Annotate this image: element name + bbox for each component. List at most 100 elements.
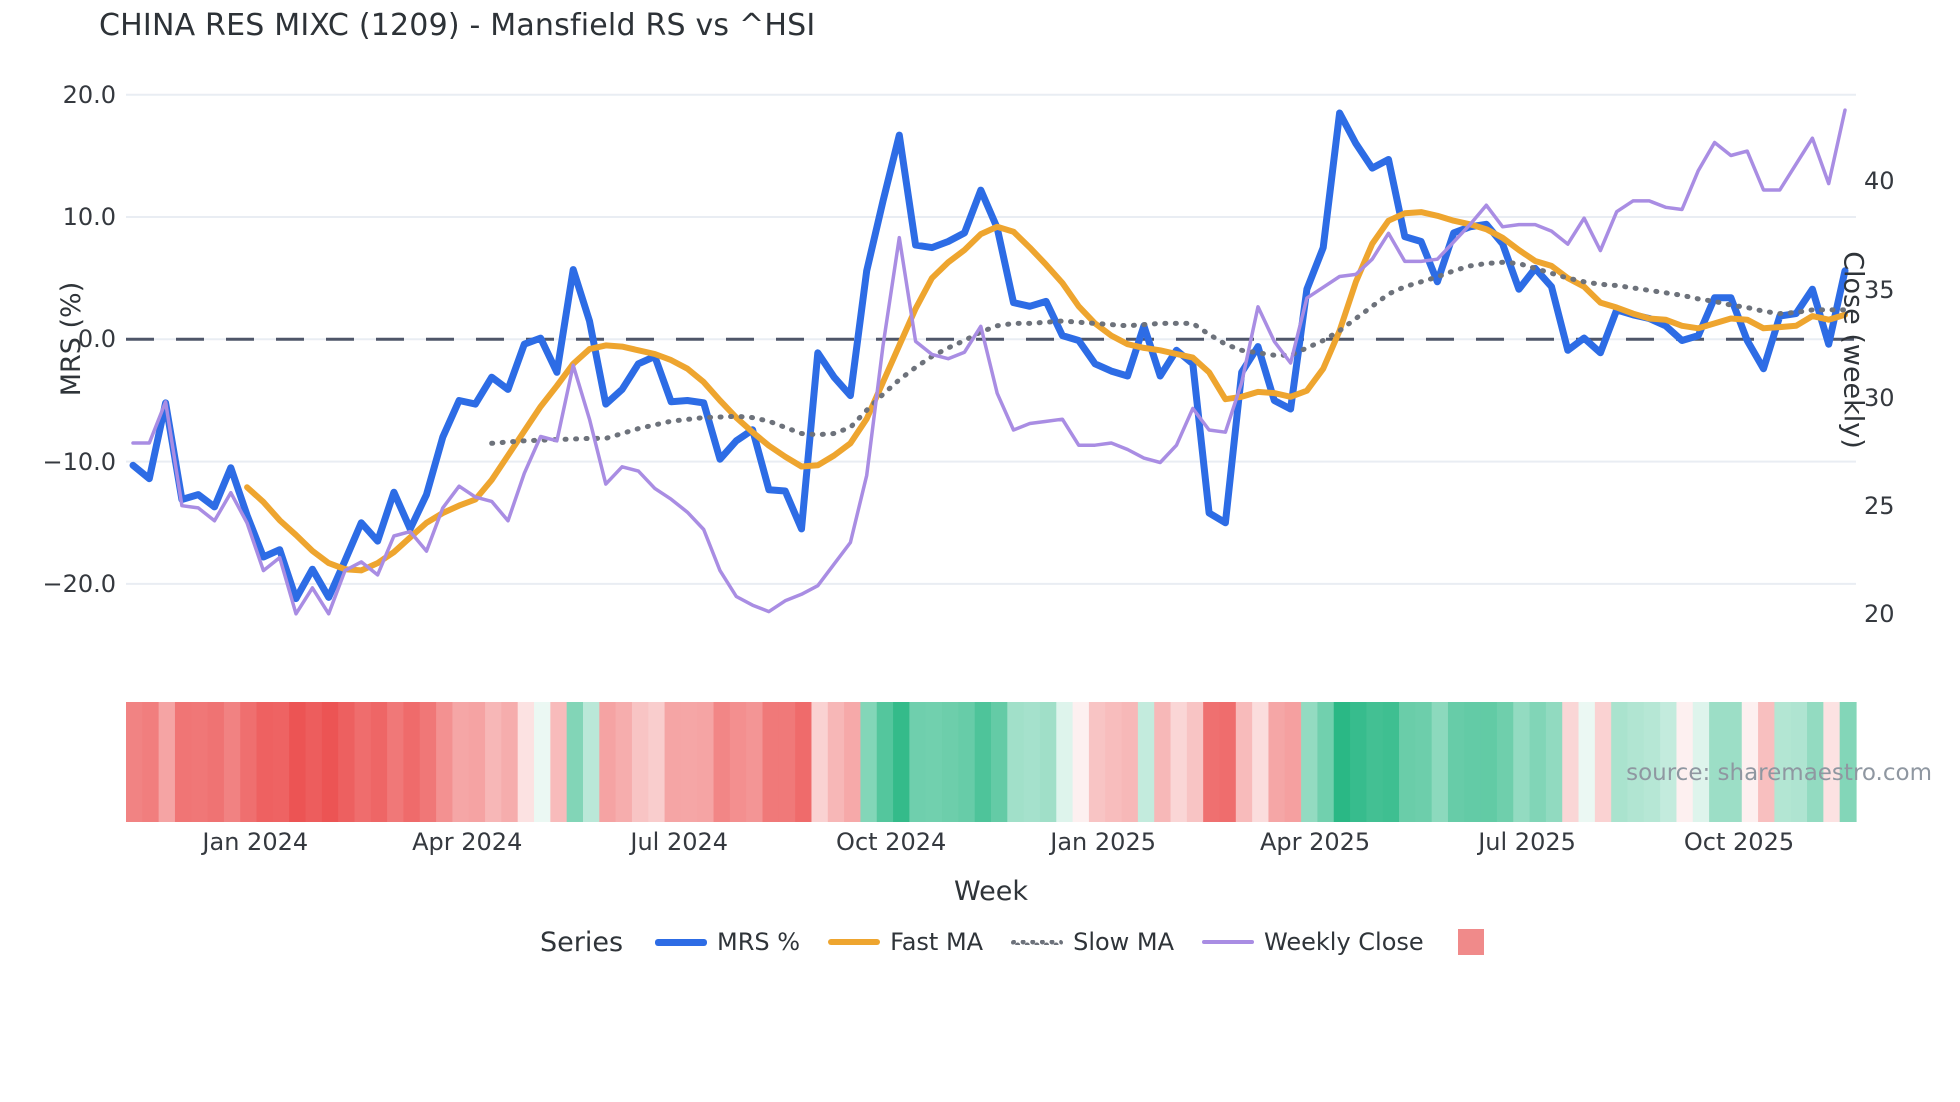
heatmap-cell xyxy=(615,702,633,822)
mrs-line xyxy=(129,109,1849,603)
x-tick-label: Apr 2025 xyxy=(1259,828,1371,856)
heatmap-cell xyxy=(1529,702,1547,822)
mrs-line-swatch-icon xyxy=(655,938,708,946)
heatmap-cell xyxy=(1578,702,1596,822)
heatmap-cell xyxy=(1660,702,1678,822)
heatmap-cell xyxy=(1039,702,1057,822)
heatmap-cell xyxy=(1415,702,1433,822)
heatmap-cell xyxy=(1643,702,1661,822)
fast-ma-line xyxy=(244,209,1848,574)
heatmap-cell xyxy=(534,702,551,822)
legend-item-label: Slow MA xyxy=(1073,928,1175,956)
x-tick-label: Jul 2024 xyxy=(630,828,729,856)
heatmap-cell xyxy=(827,702,845,822)
heatmap-cell xyxy=(566,702,584,822)
x-tick-label: Apr 2024 xyxy=(412,828,523,856)
heatmap-cell xyxy=(811,702,829,822)
heatmap-cell xyxy=(925,702,943,822)
heatmap-cell xyxy=(289,702,307,822)
heatmap-cell xyxy=(338,702,356,822)
heatmap-cell xyxy=(697,702,715,822)
heatmap-cell xyxy=(778,702,796,822)
heatmap-cell xyxy=(1431,702,1449,822)
heatmap-cell xyxy=(1513,702,1531,822)
y-right-tick-label: 30 xyxy=(1864,383,1895,412)
heatmap-cell xyxy=(762,702,780,822)
legend-item-slow-ma: Slow MA xyxy=(1011,928,1174,956)
x-axis-title: Week xyxy=(954,876,1028,907)
heatmap-cell xyxy=(1284,702,1302,822)
heatmap-cell xyxy=(501,702,519,822)
heatmap-cell xyxy=(746,702,764,822)
heatmap-cell xyxy=(142,702,160,822)
heatmap-cell xyxy=(1447,702,1465,822)
legend-item-mrs: MRS % xyxy=(655,928,800,956)
heatmap-cell xyxy=(876,702,894,822)
heatmap-cell xyxy=(893,702,910,822)
heatmap-cell xyxy=(1790,702,1808,822)
heatmap-cell xyxy=(974,702,992,822)
heatmap-cell xyxy=(517,702,535,822)
heatmap-cell xyxy=(158,702,176,822)
heatmap-cell xyxy=(1399,702,1416,822)
heatmap-cell xyxy=(1807,702,1824,822)
heatmap-cell xyxy=(1007,702,1025,822)
y-right-axis-title: Close (weekly) xyxy=(1837,251,1869,449)
heatmap-cell xyxy=(207,702,225,822)
fast-ma-swatch-icon xyxy=(828,939,881,945)
heatmap-cell xyxy=(354,702,372,822)
y-right-tick-label: 40 xyxy=(1864,167,1895,196)
heatmap-cell xyxy=(1839,702,1857,822)
heatmap-cell xyxy=(240,702,258,822)
x-tick-label: Jan 2025 xyxy=(1050,828,1156,856)
heatmap-cell xyxy=(1692,702,1710,822)
legend-item-fast-ma: Fast MA xyxy=(828,928,983,956)
heatmap-cell xyxy=(1235,702,1253,822)
heatmap-cell xyxy=(126,702,143,822)
source-note: source: sharemaestro.com xyxy=(1626,760,1932,786)
heatmap-cell xyxy=(191,702,209,822)
heatmap-cell xyxy=(1545,702,1563,822)
heatmap-cell xyxy=(1317,702,1335,822)
legend-item-label: MRS % xyxy=(717,928,801,956)
heatmap-cell xyxy=(1725,702,1743,822)
heatmap-cell xyxy=(582,702,600,822)
heatmap-cell xyxy=(452,702,470,822)
heatmap-cell xyxy=(1627,702,1645,822)
heatmap-cell xyxy=(1480,702,1498,822)
y-left-tick-label: −10.0 xyxy=(42,447,116,476)
heatmap-cell xyxy=(909,702,927,822)
weekly-close-line xyxy=(131,108,1847,616)
heatmap-cell xyxy=(485,702,502,822)
heatmap-cell xyxy=(1186,702,1204,822)
y-left-tick-label: 10.0 xyxy=(62,203,116,231)
heatmap-cell xyxy=(1496,702,1514,822)
legend: Series MRS % Fast MA Slow MA Weekly Clos… xyxy=(540,922,1484,962)
x-tick-label: Jul 2025 xyxy=(1478,828,1576,856)
heatmap-cell xyxy=(1219,702,1237,822)
heatmap-cell xyxy=(991,702,1008,822)
heatmap-cell xyxy=(1823,702,1841,822)
heatmap-cell xyxy=(403,702,421,822)
heatmap-cell xyxy=(1023,702,1041,822)
heatmap-cell xyxy=(1105,702,1123,822)
heatmap-cell xyxy=(860,702,878,822)
heatmap-cell xyxy=(648,702,666,822)
heatmap-cell xyxy=(468,702,486,822)
heatmap-cell xyxy=(1121,702,1139,822)
y-left-tick-label: 20.0 xyxy=(62,80,116,109)
heatmap-cell xyxy=(223,702,241,822)
heatmap-cell xyxy=(321,702,339,822)
x-tick-label: Oct 2025 xyxy=(1683,828,1795,856)
heatmap-cell xyxy=(1594,702,1612,822)
heatmap-cell xyxy=(387,702,405,822)
heatmap-cell xyxy=(436,702,454,822)
heatmap-cell xyxy=(631,702,649,822)
heatmap-cell xyxy=(1056,702,1074,822)
heatmap-cell xyxy=(1774,702,1792,822)
heatmap-swatch-icon xyxy=(1457,929,1484,955)
heatmap-cell xyxy=(419,702,437,822)
heatmap-cell xyxy=(1562,702,1580,822)
heatmap-cell xyxy=(1382,702,1400,822)
